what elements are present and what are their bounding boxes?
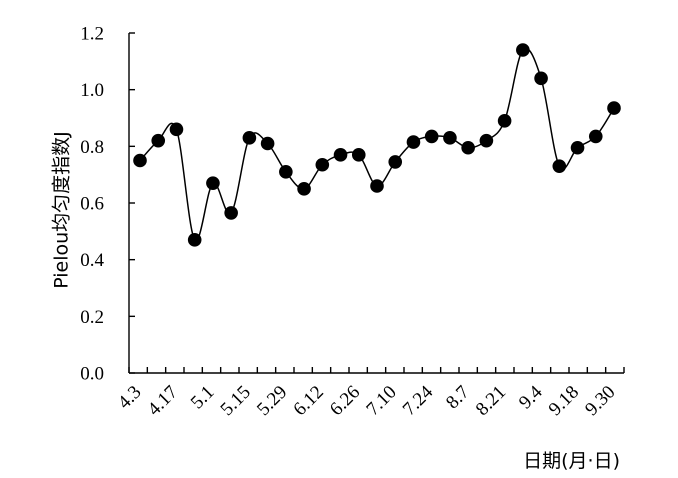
x-axis-title: 日期(月·日): [523, 450, 620, 472]
data-point: [242, 131, 257, 145]
data-points: [133, 43, 621, 247]
data-point: [151, 133, 166, 148]
data-point: [607, 101, 621, 115]
x-tick-label: 8.21: [472, 382, 510, 420]
x-tick-label: 4.3: [114, 382, 146, 414]
data-point: [552, 159, 567, 173]
data-point: [260, 136, 275, 151]
data-point: [351, 148, 366, 162]
x-tick-label: 9.30: [581, 382, 619, 420]
data-point: [588, 129, 603, 144]
data-point: [206, 176, 220, 190]
y-tick-label: 0.6: [80, 194, 104, 215]
y-axis-ticks: 0.0 0.2 0.4 0.6 0.8 1.0 1.2: [80, 24, 135, 385]
data-point: [388, 155, 403, 169]
data-point: [169, 122, 184, 137]
data-point: [133, 153, 147, 168]
y-tick-label: 0.4: [80, 250, 104, 271]
data-point: [315, 157, 330, 172]
data-point: [224, 206, 238, 220]
x-tick-label: 9.18: [545, 382, 583, 420]
x-tick-label: 7.24: [399, 381, 438, 420]
y-tick-label: 1.0: [80, 80, 104, 101]
data-point: [333, 148, 348, 162]
x-tick-label: 6.26: [326, 382, 364, 420]
x-tick-label: 6.12: [289, 382, 327, 420]
x-tick-label: 4.17: [144, 382, 182, 420]
y-tick-label: 0.2: [80, 307, 104, 328]
data-point: [370, 179, 384, 193]
data-point: [570, 140, 585, 155]
x-tick-label: 5.15: [217, 382, 255, 420]
x-tick-label: 9.4: [515, 381, 547, 413]
data-point: [406, 135, 421, 149]
x-tick-label: 8.7: [442, 382, 474, 414]
data-point: [534, 71, 548, 86]
data-point: [187, 233, 202, 247]
x-axis-ticks: 4.34.17 5.15.155.296.126.267.107.24 8.78.2…: [114, 367, 625, 420]
data-point: [461, 140, 475, 155]
y-tick-label: 1.2: [80, 24, 104, 45]
data-point: [497, 114, 512, 128]
x-tick-label: 5.1: [187, 382, 219, 414]
data-point: [443, 131, 457, 145]
data-point: [479, 133, 494, 148]
data-point: [279, 165, 293, 179]
y-tick-label: 0.0: [80, 364, 104, 385]
data-point: [297, 182, 311, 196]
data-point: [424, 129, 439, 144]
data-point: [516, 43, 530, 57]
y-axis-title: Pielou均匀度指数J: [51, 131, 73, 289]
x-tick-label: 7.10: [362, 382, 400, 420]
y-tick-label: 0.8: [80, 137, 104, 158]
x-tick-label: 5.29: [253, 382, 291, 420]
